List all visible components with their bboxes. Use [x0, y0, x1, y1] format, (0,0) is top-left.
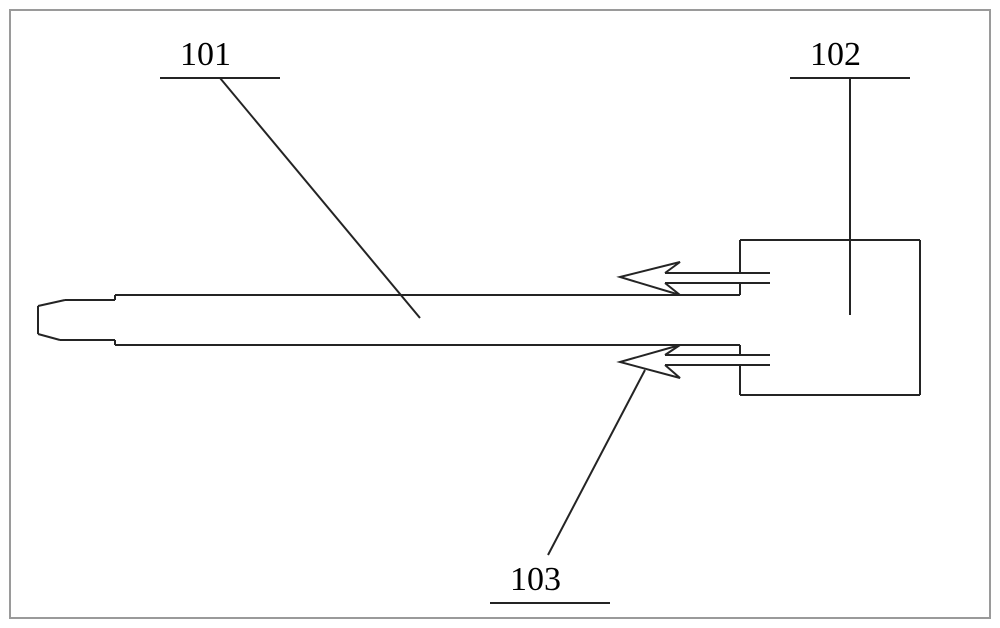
frame: [10, 10, 990, 618]
label-101-text: 101: [180, 36, 231, 73]
shaft-tip-top: [38, 300, 65, 306]
arrow-bottom-head: [620, 345, 680, 378]
label-103-text: 103: [510, 561, 561, 598]
arrow-top-head: [620, 262, 680, 295]
shaft-tip-bot: [38, 334, 60, 340]
label-102-text: 102: [810, 36, 861, 73]
label-103-leader: [548, 370, 645, 555]
label-101-leader: [220, 78, 420, 318]
